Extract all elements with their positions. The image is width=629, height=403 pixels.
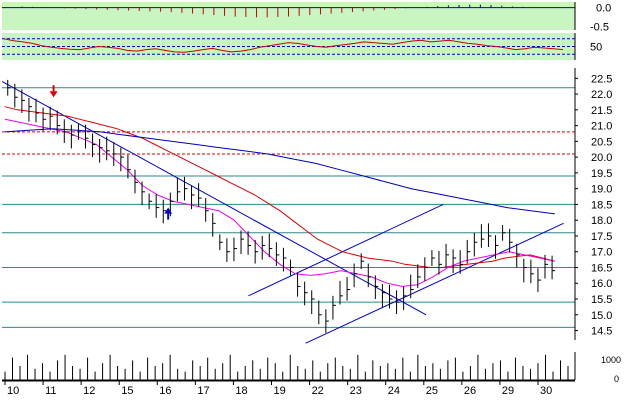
price-tick-label: 20.5 xyxy=(591,136,612,148)
x-tick-label: 19 xyxy=(274,385,286,397)
x-tick-label: 11 xyxy=(45,385,56,397)
price-tick-label: 21.0 xyxy=(591,121,612,133)
osc-tick-label: -0.5 xyxy=(590,21,609,33)
oscillator-panel: 0.0 -0.5 xyxy=(2,2,611,33)
price-tick-label: 15.0 xyxy=(591,310,612,322)
moving-average-line xyxy=(4,118,556,287)
volume-tick-label: 0 xyxy=(614,374,619,384)
price-tick-label: 16.0 xyxy=(591,278,612,290)
price-tick-label: 19.5 xyxy=(591,168,612,180)
x-tick-label: 25 xyxy=(426,385,438,397)
x-tick-label: 23 xyxy=(350,385,362,397)
volume-tick-label: 1000 xyxy=(601,355,621,365)
x-tick-label: 12 xyxy=(83,385,95,397)
price-tick-label: 18.5 xyxy=(591,199,612,211)
x-tick-label: 30 xyxy=(540,385,552,397)
price-tick-label: 22.0 xyxy=(591,89,612,101)
price-tick-label: 17.0 xyxy=(591,247,612,259)
price-tick-label: 17.5 xyxy=(591,231,612,243)
price-tick-label: 18.0 xyxy=(591,215,612,227)
x-tick-label: 26 xyxy=(464,385,476,397)
price-tick-label: 22.5 xyxy=(591,73,612,85)
price-tick-label: 15.5 xyxy=(591,294,612,306)
x-tick-label: 10 xyxy=(7,385,19,397)
price-tick-label: 14.5 xyxy=(591,326,612,338)
sell-arrow-icon xyxy=(49,91,58,98)
moving-average-line xyxy=(4,106,556,268)
x-axis: 10 11 12 15 16 17 18 19 22 23 24 25 26 29 30 xyxy=(2,380,575,397)
rsi-tick-label: 50 xyxy=(590,42,602,54)
x-tick-label: 18 xyxy=(235,385,247,397)
moving-average-line xyxy=(4,128,555,215)
x-tick-label: 17 xyxy=(197,385,209,397)
price-tick-label: 16.5 xyxy=(591,262,612,274)
x-tick-label: 22 xyxy=(312,385,324,397)
price-tick-label: 20.0 xyxy=(591,152,612,164)
price-tick-label: 19.0 xyxy=(591,184,612,196)
trendline xyxy=(305,222,564,344)
x-tick-label: 16 xyxy=(159,385,171,397)
rsi-line xyxy=(3,38,564,53)
x-tick-label: 24 xyxy=(388,385,400,397)
price-tick-label: 21.5 xyxy=(591,105,612,117)
trendline xyxy=(248,203,444,297)
x-tick-label: 29 xyxy=(502,385,514,397)
buy-arrow-icon xyxy=(164,207,173,214)
rsi-panel: 50 xyxy=(2,33,602,60)
trendline xyxy=(1,81,427,316)
volume-panel: 1000 0 xyxy=(2,352,621,384)
price-panel: 22.5 22.0 21.5 21.0 20.5 20.0 19.5 19.0 18.5 18.0… xyxy=(1,68,612,344)
x-tick-label: 15 xyxy=(121,385,133,397)
osc-tick-label: 0.0 xyxy=(596,3,611,15)
